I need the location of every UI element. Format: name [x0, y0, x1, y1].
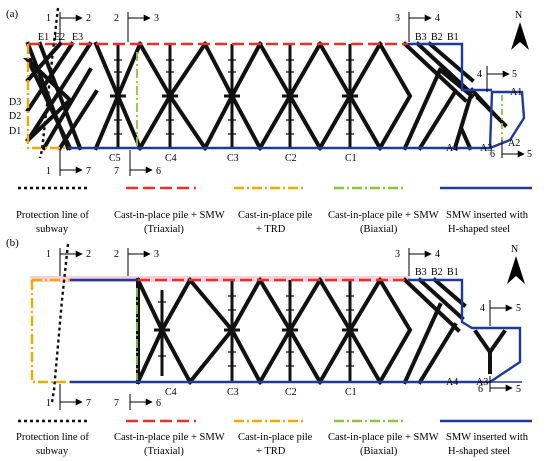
- legend-smw-text: H-shaped steel: [448, 224, 510, 235]
- point-label: D1: [9, 126, 21, 137]
- panel-b-trd-wall: [30, 278, 70, 384]
- section-mark-right: 5: [516, 303, 521, 314]
- section-mark-left: 7: [114, 166, 119, 177]
- section-mark-right: 7: [86, 166, 91, 177]
- section-mark-right: 3: [154, 13, 159, 24]
- panel-b-bracing: [135, 277, 507, 385]
- legend-biaxial-text: Cast-in-place pile + SMW: [328, 432, 439, 443]
- section-mark-right: 5: [527, 149, 532, 160]
- point-label: B1: [447, 267, 459, 278]
- legend-subway-text: subway: [36, 446, 69, 457]
- point-label: A3: [476, 377, 488, 388]
- point-label: D2: [9, 111, 21, 122]
- point-label: C3: [227, 153, 239, 164]
- legend-trd-text: Cast-in-place pile: [238, 210, 313, 221]
- panel-a-section-marks: [59, 12, 524, 176]
- point-label: C2: [285, 153, 297, 164]
- section-mark-left: 3: [395, 249, 400, 260]
- legend-biaxial-text: (Biaxial): [360, 224, 398, 235]
- legend-triaxial-text: (Triaxial): [144, 224, 184, 235]
- legend-subway-text: Protection line of: [16, 432, 89, 443]
- point-label: C1: [345, 153, 357, 164]
- legend-triaxial-text: (Triaxial): [144, 446, 184, 457]
- panel-a-bracing: [23, 41, 508, 151]
- section-mark-right: 2: [86, 249, 91, 260]
- section-mark-right: 2: [86, 13, 91, 24]
- legend-smw-text: SMW inserted with: [446, 210, 529, 221]
- legend-triaxial-text: Cast-in-place pile + SMW: [114, 210, 225, 221]
- section-mark-left: 2: [114, 13, 119, 24]
- section-mark-left: 4: [480, 303, 485, 314]
- section-mark-right: 6: [156, 166, 161, 177]
- svg-text:N: N: [515, 10, 522, 21]
- legend-row-a: Protection line of subway Cast-in-place …: [16, 186, 532, 235]
- svg-text:N: N: [511, 244, 518, 255]
- section-mark-left: 6: [478, 384, 483, 395]
- panel-b: (b): [6, 237, 525, 410]
- section-mark-left: 7: [114, 398, 119, 409]
- panel-a-north-arrow-icon: N: [511, 10, 529, 50]
- section-mark-left: 6: [490, 149, 495, 160]
- section-mark-right: 6: [156, 398, 161, 409]
- section-mark-right: 4: [435, 249, 440, 260]
- section-mark-right: 7: [86, 398, 91, 409]
- point-label: A1: [510, 87, 522, 98]
- point-label: C5: [109, 153, 121, 164]
- point-label: B2: [431, 267, 443, 278]
- legend-subway-text: Protection line of: [16, 210, 89, 221]
- legend-row-b: Protection line of subway Cast-in-place …: [16, 419, 532, 457]
- point-label: A3: [480, 143, 492, 154]
- section-mark-left: 1: [46, 398, 51, 409]
- section-mark-left: 1: [46, 166, 51, 177]
- point-label: A4: [446, 377, 458, 388]
- legend-biaxial-text: (Biaxial): [360, 446, 398, 457]
- point-label: B2: [431, 32, 443, 43]
- panel-b-north-arrow-icon: N: [507, 244, 525, 284]
- panel-b-smw-h-steel-wall: [70, 278, 522, 384]
- point-label: A2: [508, 138, 520, 149]
- point-label: D3: [9, 97, 21, 108]
- point-label: E2: [54, 32, 65, 43]
- panel-a-smw-h-steel-wall: [68, 90, 526, 150]
- section-mark-left: 1: [46, 13, 51, 24]
- section-mark-right: 5: [516, 384, 521, 395]
- point-label: C4: [165, 153, 177, 164]
- point-label: B3: [415, 267, 427, 278]
- section-mark-right: 3: [154, 249, 159, 260]
- legend-subway-text: subway: [36, 224, 69, 235]
- legend-smw-text: SMW inserted with: [446, 432, 529, 443]
- panel-b-label: (b): [6, 237, 19, 249]
- legend-trd-text: Cast-in-place pile: [238, 432, 313, 443]
- point-label: E1: [38, 32, 49, 43]
- section-mark-left: 4: [477, 69, 482, 80]
- panel-a: (a): [6, 7, 532, 177]
- point-label: A4: [446, 143, 458, 154]
- panel-a-label: (a): [6, 8, 19, 20]
- section-mark-left: 2: [114, 249, 119, 260]
- panel-b-section-marks: [59, 248, 512, 410]
- point-label: C4: [165, 387, 177, 398]
- panel-b-subway-protection-line: [50, 243, 70, 403]
- legend-trd-text: + TRD: [256, 446, 286, 457]
- point-label: E3: [72, 32, 83, 43]
- legend-trd-text: + TRD: [256, 224, 286, 235]
- panel-a-subway-protection-line: [38, 7, 60, 159]
- point-label: C1: [345, 387, 357, 398]
- legend-biaxial-text: Cast-in-place pile + SMW: [328, 210, 439, 221]
- section-mark-left: 3: [395, 13, 400, 24]
- point-label: B3: [415, 32, 427, 43]
- section-mark-right: 4: [435, 13, 440, 24]
- legend-triaxial-text: Cast-in-place pile + SMW: [114, 432, 225, 443]
- point-label: C3: [227, 387, 239, 398]
- point-label: C2: [285, 387, 297, 398]
- panel-a-trd-wall: [26, 44, 68, 150]
- section-mark-left: 1: [46, 249, 51, 260]
- section-mark-right: 5: [512, 69, 517, 80]
- point-label: B1: [447, 32, 459, 43]
- legend-smw-text: H-shaped steel: [448, 446, 510, 457]
